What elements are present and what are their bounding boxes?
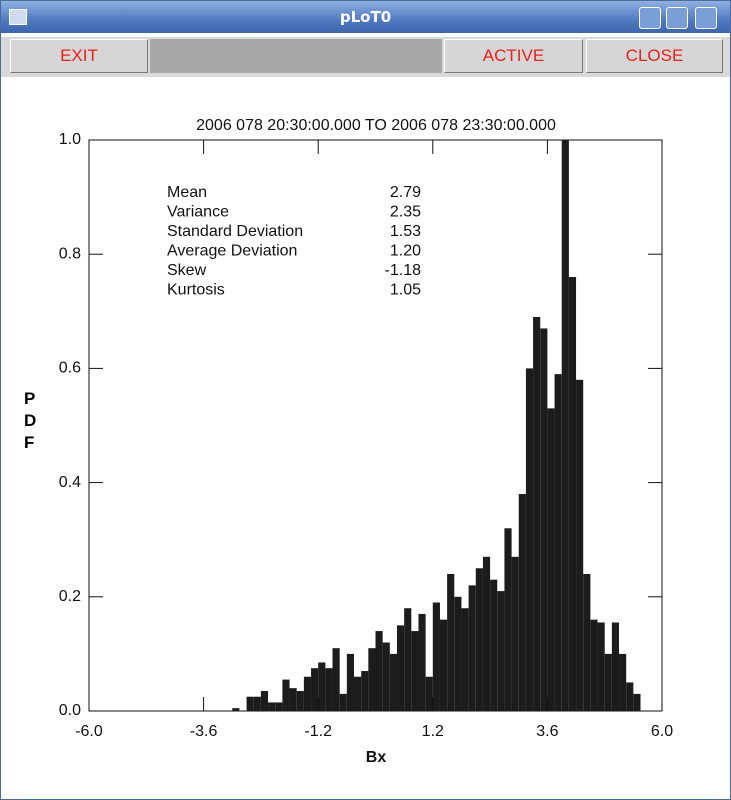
bar [547,408,555,711]
x-tick-label: 1.2 [422,723,444,740]
bar [561,140,569,711]
stat-value: 1.20 [390,243,421,260]
bar [339,693,347,711]
close-button[interactable]: CLOSE [586,39,723,73]
stat-value: 1.05 [390,282,421,299]
bar [518,494,526,711]
y-tick-label: 0.4 [59,474,81,491]
bar [454,596,462,711]
bar [576,379,584,711]
bar [611,622,620,711]
bar [418,613,426,711]
y-tick-label: 0.2 [59,588,81,605]
bar [626,682,634,711]
bar [346,653,355,711]
bar [389,653,397,711]
bar [275,702,283,711]
bar [354,676,362,711]
bar [504,528,512,711]
y-tick-label: 0.8 [59,245,81,262]
bar [232,708,240,711]
bar [604,653,612,711]
x-tick-label: 6.0 [651,723,673,740]
bar [583,573,591,711]
bar [554,374,562,711]
stat-value: 1.53 [390,223,421,240]
stat-value: 2.79 [390,184,421,201]
bar [303,676,312,711]
bar [318,662,326,711]
bar [597,622,605,711]
bar [439,619,448,711]
chart-title: 2006 078 20:30:00.000 TO 2006 078 23:30:… [196,117,556,134]
bar [325,668,333,711]
bar [475,568,483,711]
stat-label: Standard Deviation [167,223,303,240]
stat-label: Kurtosis [167,282,225,299]
bar [525,368,534,711]
x-tick-label: 3.6 [536,723,558,740]
bar [268,702,276,711]
bar [590,619,598,711]
stat-label: Variance [167,204,229,221]
bar [482,556,491,711]
exit-button[interactable]: EXIT [10,39,148,73]
close-window-button[interactable] [695,7,717,29]
bar [411,631,419,711]
bar [361,671,369,711]
y-tick-label: 0.6 [59,360,81,377]
window-icon [9,9,27,25]
title-bar: pLoT0 [1,1,730,33]
bar [619,653,627,711]
stat-value: 2.35 [390,204,421,221]
bar [497,591,505,711]
bar [253,696,261,711]
x-tick-label: -3.6 [190,723,218,740]
bar [461,608,469,711]
bar [375,631,383,711]
bar [568,277,577,711]
bar [282,679,290,711]
toolbar: EXIT ACTIVE CLOSE [1,37,730,77]
bar [468,585,476,711]
bar [447,573,455,711]
bar [246,696,254,711]
bar [490,579,498,711]
bar [296,691,304,711]
bar [633,693,641,711]
active-button[interactable]: ACTIVE [444,39,583,73]
bar [368,648,376,711]
maximize-button[interactable] [666,7,688,29]
bar [311,668,319,711]
y-tick-label: 0.0 [59,702,81,719]
stat-label: Average Deviation [167,243,297,260]
bar [404,608,412,711]
bar [540,328,548,711]
bar [382,642,390,711]
bar [533,317,541,711]
toolbar-gap [150,39,442,73]
bar [511,556,519,711]
x-axis-label: Bx [366,749,387,766]
window-title: pLoT0 [339,8,392,26]
x-tick-label: -1.2 [304,723,332,740]
stat-label: Skew [167,262,207,279]
y-axis-label: PDF [24,389,37,452]
bar [289,688,297,711]
bar [432,602,440,711]
y-tick-label: 1.0 [59,131,81,148]
bar [260,691,269,711]
stat-value: -1.18 [385,262,422,279]
bar [332,648,340,711]
minimize-button[interactable] [639,7,661,29]
stat-label: Mean [167,184,207,201]
bar [425,676,433,711]
x-tick-label: -6.0 [75,723,103,740]
bar [396,625,405,711]
